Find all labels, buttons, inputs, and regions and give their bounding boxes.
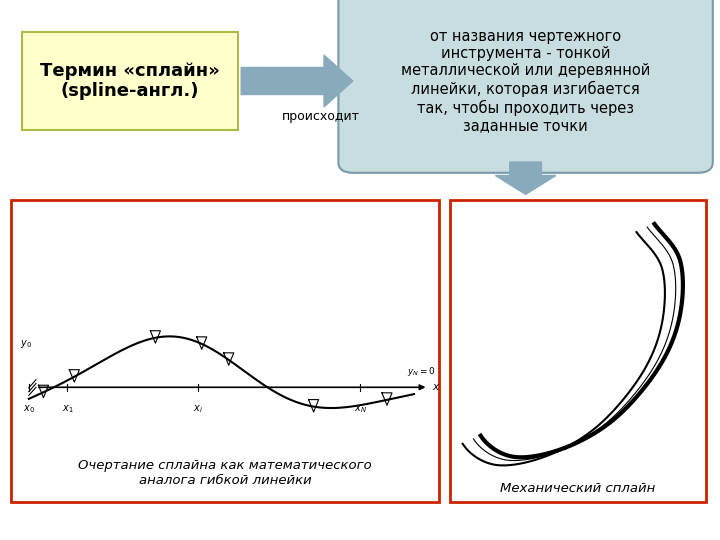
Text: $y_N=0$: $y_N=0$ — [407, 364, 436, 377]
Text: Механический сплайн: Механический сплайн — [500, 482, 655, 495]
Text: $x_0$: $x_0$ — [23, 403, 35, 415]
Text: Очертание сплайна как математического
аналога гибкой линейки: Очертание сплайна как математического ан… — [78, 458, 372, 487]
Text: $y_0$: $y_0$ — [20, 338, 32, 350]
Polygon shape — [495, 162, 556, 194]
Text: $x$: $x$ — [432, 382, 441, 392]
Text: $x_1$: $x_1$ — [61, 403, 73, 415]
Text: происходит: происходит — [282, 110, 359, 123]
Bar — [450, 200, 706, 502]
FancyBboxPatch shape — [22, 32, 238, 130]
FancyBboxPatch shape — [338, 0, 713, 173]
Text: Термин «сплайн»
(spline-англ.): Термин «сплайн» (spline-англ.) — [40, 62, 220, 100]
Bar — [11, 200, 439, 502]
Polygon shape — [241, 55, 353, 107]
Text: $x_N$: $x_N$ — [354, 403, 366, 415]
Text: $x_i$: $x_i$ — [194, 403, 203, 415]
Text: от названия чертежного
инструмента - тонкой
металлической или деревянной
линейки: от названия чертежного инструмента - тон… — [401, 29, 650, 133]
